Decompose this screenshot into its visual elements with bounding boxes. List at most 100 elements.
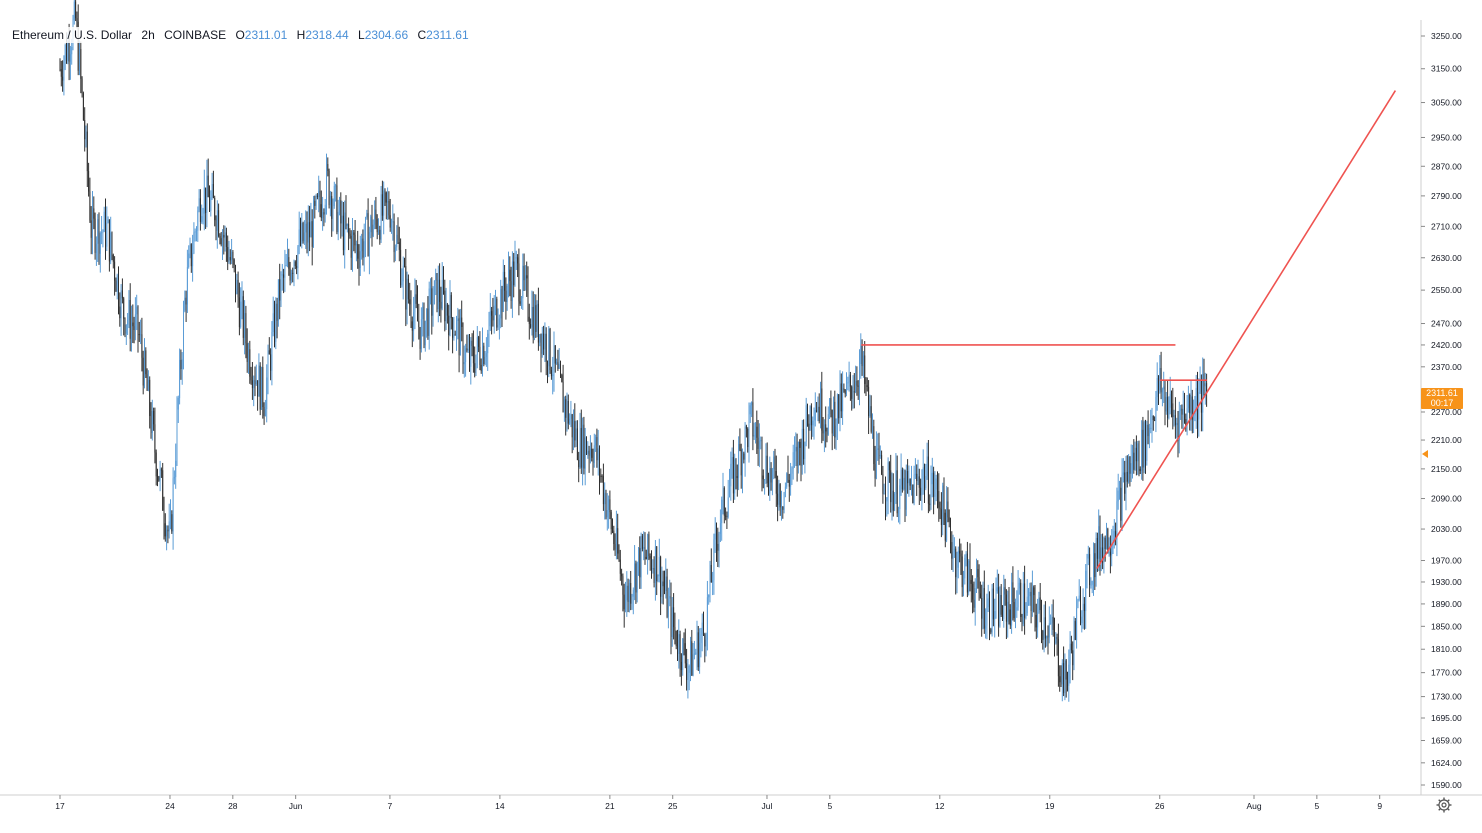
candle-body <box>358 258 360 269</box>
candle-body <box>964 558 966 579</box>
candle-body <box>267 350 269 378</box>
candle-body <box>276 303 278 321</box>
candle-body <box>1199 380 1201 393</box>
candle-body <box>527 278 529 317</box>
candle-body <box>370 216 372 233</box>
candle-body <box>1005 594 1007 622</box>
candle-body <box>1065 660 1067 680</box>
candle-body <box>667 598 669 617</box>
candle-body <box>862 355 864 367</box>
y-tick-label: 2950.00 <box>1431 132 1462 142</box>
candle-body <box>357 244 359 259</box>
candle-body <box>631 596 633 604</box>
candle-body <box>1186 408 1188 426</box>
candle-body <box>773 456 775 470</box>
candle-body <box>80 49 82 79</box>
candle-body <box>623 594 625 610</box>
candle-body <box>340 200 342 224</box>
y-tick-label: 2150.00 <box>1431 464 1462 474</box>
candle-body <box>608 499 610 511</box>
candle-body <box>706 597 708 640</box>
candle-body <box>404 265 405 267</box>
candle-body <box>940 509 942 525</box>
alert-marker-icon[interactable] <box>1422 450 1428 458</box>
candle-body <box>683 638 685 644</box>
candle-body <box>942 485 944 525</box>
candle-body <box>875 449 877 479</box>
candle-body <box>696 632 698 653</box>
candle-body <box>1013 602 1015 619</box>
candle-body <box>335 185 337 187</box>
candle-body <box>523 265 525 281</box>
candle-body <box>1181 408 1183 415</box>
y-tick-label: 1930.00 <box>1431 577 1462 587</box>
candle-body <box>192 253 194 267</box>
candle-body <box>333 185 335 207</box>
y-tick-label: 2270.00 <box>1431 407 1462 417</box>
candle-body <box>446 304 448 316</box>
candle-body <box>158 476 160 481</box>
candle-body <box>1018 582 1020 589</box>
candle-body <box>366 213 368 218</box>
candle-body <box>666 576 668 617</box>
gear-icon[interactable] <box>1436 797 1452 813</box>
last-price-tag: 2311.61 00:17 <box>1421 388 1463 409</box>
candle-body <box>935 478 937 490</box>
candle-body <box>1111 543 1113 556</box>
candle-body <box>987 598 989 608</box>
candle-body <box>749 405 751 415</box>
candle-body <box>1103 537 1105 563</box>
candle-body <box>287 257 288 266</box>
candle-body <box>339 200 340 212</box>
candle-body <box>497 324 499 328</box>
candle-body <box>934 489 936 497</box>
candle-body <box>413 312 415 331</box>
candle-body <box>825 424 827 432</box>
candle-body <box>570 414 572 419</box>
candle-body <box>849 374 851 387</box>
candle-body <box>1070 643 1072 651</box>
candle-body <box>322 212 324 219</box>
candle-body <box>638 548 639 563</box>
candle-body <box>1147 424 1149 437</box>
candle-body <box>190 244 192 267</box>
candle-body <box>847 382 849 384</box>
candle-body <box>224 232 226 238</box>
candle-body <box>771 469 773 483</box>
candle-body <box>376 218 378 233</box>
candle-body <box>543 333 545 350</box>
candle-body <box>528 316 530 325</box>
x-tick-label: 25 <box>668 801 678 811</box>
candle-body <box>254 380 256 385</box>
candle-body <box>566 400 568 418</box>
candle-body <box>1033 587 1035 596</box>
candle-body <box>853 391 855 393</box>
candle-body <box>315 195 317 206</box>
candle-body <box>656 546 658 582</box>
candle-body <box>1128 456 1130 482</box>
candle-body <box>1030 591 1032 612</box>
candle-body <box>488 326 490 334</box>
candle-body <box>220 238 222 245</box>
candle-body <box>705 639 707 647</box>
candle-body <box>479 346 481 365</box>
candle-body <box>378 229 379 233</box>
candle-body <box>660 556 662 597</box>
candle-body <box>297 246 299 268</box>
candle-body <box>396 234 398 248</box>
candle-body <box>524 275 526 281</box>
candle-body <box>576 428 578 460</box>
candle-body <box>173 477 175 479</box>
candle-body <box>1069 643 1071 665</box>
candle-body <box>427 308 429 336</box>
candle-body <box>105 211 106 247</box>
candle-body <box>518 263 520 302</box>
candle-body <box>84 119 86 140</box>
candle-body <box>550 370 552 377</box>
candle-body <box>691 641 693 676</box>
candle-body <box>250 376 252 381</box>
candle-body <box>805 405 807 442</box>
candle-body <box>1046 635 1048 639</box>
